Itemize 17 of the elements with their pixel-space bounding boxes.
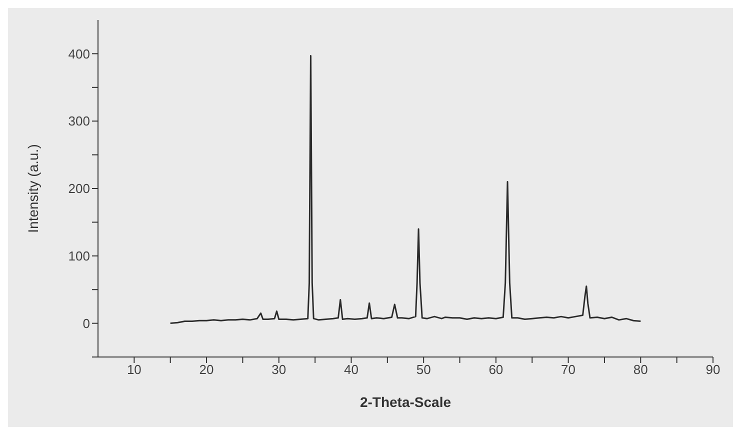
- x-tick-label: 80: [633, 362, 648, 378]
- y-tick-label: 400: [68, 46, 90, 62]
- x-tick-label: 30: [272, 362, 286, 378]
- x-tick-label: 40: [344, 362, 358, 378]
- y-tick-label: 100: [68, 248, 90, 264]
- x-tick-label: 50: [416, 362, 431, 378]
- line-series: [170, 54, 642, 324]
- y-tick-label: 300: [68, 114, 90, 129]
- x-axis-title: 2-Theta-Scale: [360, 394, 452, 410]
- x-tick-label: 90: [706, 362, 720, 378]
- y-axis-title: Intensity (a.u.): [24, 144, 41, 233]
- y-tick-label: 0: [82, 316, 90, 331]
- x-tick-label: 60: [488, 362, 504, 378]
- y-tick-label: 200: [68, 181, 90, 196]
- x-tick-label: 10: [126, 362, 142, 378]
- x-tick-label: 70: [561, 362, 576, 378]
- x-tick-label: 20: [199, 362, 214, 378]
